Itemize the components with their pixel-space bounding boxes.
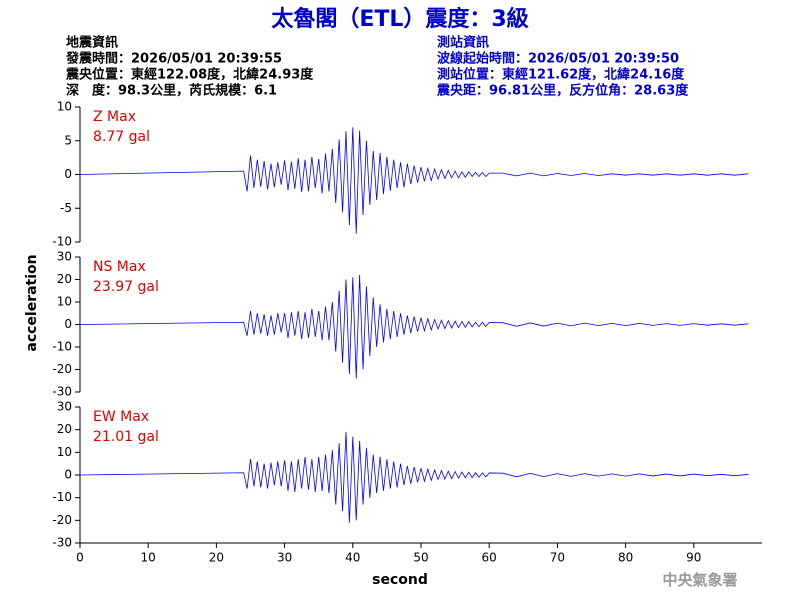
y-tick-label: 10 — [57, 100, 72, 114]
y-tick-label: 0 — [64, 167, 72, 181]
info-line: 測站位置：東經121.62度，北緯24.16度 — [437, 67, 685, 83]
x-tick-label: 80 — [618, 551, 633, 565]
y-tick-label: 0 — [64, 468, 72, 482]
y-tick-label: 0 — [64, 317, 72, 331]
y-tick-label: -30 — [52, 536, 72, 550]
x-tick-label: 10 — [141, 551, 156, 565]
y-tick-label: -10 — [52, 490, 72, 504]
x-tick-label: 50 — [413, 551, 428, 565]
info-line: 地震資訊 — [66, 35, 118, 51]
info-line: 震央位置：東經122.08度，北緯24.93度 — [65, 67, 314, 83]
y-axis-label: acceleration — [24, 254, 40, 351]
legend-name: NS Max — [93, 259, 146, 275]
max-label: 21.01 gal — [93, 429, 159, 445]
y-tick-label: 5 — [64, 133, 72, 147]
y-tick-label: 10 — [57, 295, 72, 309]
chart-title: 太魯閣（ETL）震度：3級 — [271, 6, 528, 32]
y-tick-label: 10 — [57, 445, 72, 459]
max-label: 23.97 gal — [93, 279, 159, 295]
y-tick-label: -5 — [60, 201, 72, 215]
y-tick-label: 30 — [57, 400, 72, 414]
x-tick-label: 0 — [76, 551, 84, 565]
legend-name: EW Max — [93, 409, 149, 425]
watermark: 中央氣象署 — [662, 571, 737, 589]
y-tick-label: -10 — [52, 340, 72, 354]
x-tick-label: 30 — [277, 551, 292, 565]
y-tick-label: -10 — [52, 235, 72, 249]
waveform — [79, 127, 749, 234]
info-line: 震央距：96.81公里，反方位角：28.63度 — [436, 83, 689, 99]
waveform — [79, 274, 749, 379]
max-label: 8.77 gal — [93, 129, 150, 145]
legend-name: Z Max — [93, 109, 136, 125]
info-line: 波線起始時間：2026/05/01 20:39:50 — [437, 51, 679, 67]
info-line: 測站資訊 — [437, 35, 489, 51]
x-tick-label: 40 — [345, 551, 360, 565]
y-tick-label: 20 — [57, 422, 72, 436]
y-tick-label: 20 — [57, 272, 72, 286]
info-line: 發震時間：2026/05/01 20:39:55 — [65, 51, 282, 67]
y-tick-label: 30 — [57, 250, 72, 264]
y-tick-label: -20 — [52, 362, 72, 376]
x-tick-label: 20 — [209, 551, 224, 565]
x-tick-label: 70 — [550, 551, 565, 565]
waveform — [79, 431, 749, 523]
x-tick-label: 90 — [686, 551, 701, 565]
y-tick-label: -30 — [52, 385, 72, 399]
y-tick-label: -20 — [52, 513, 72, 527]
info-line: 深 度：98.3公里，芮氏規模：6.1 — [66, 83, 277, 99]
x-axis-label: second — [372, 572, 428, 588]
x-tick-label: 60 — [482, 551, 497, 565]
